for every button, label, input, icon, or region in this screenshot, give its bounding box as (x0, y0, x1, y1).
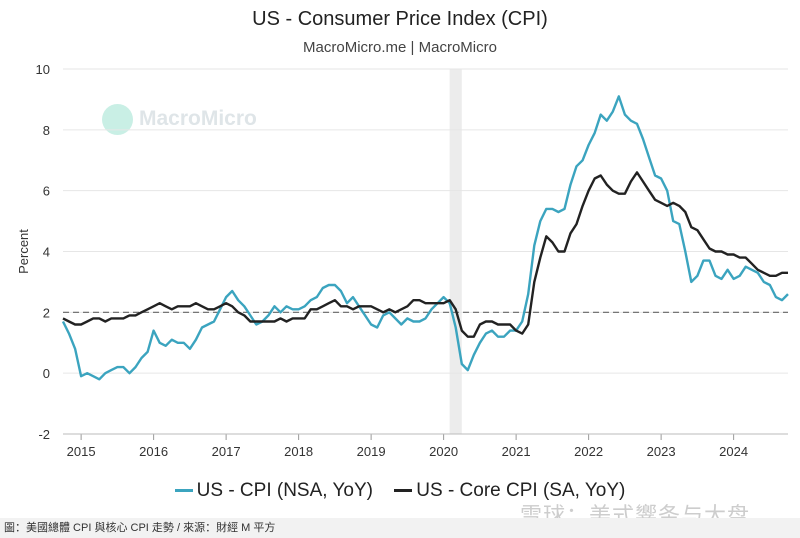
y-tick-label: 10 (36, 62, 50, 77)
y-tick-label: 6 (43, 184, 50, 199)
chart-title: US - Consumer Price Index (CPI) (252, 8, 548, 30)
x-tick-label: 2017 (212, 444, 241, 459)
x-tick-label: 2019 (357, 444, 386, 459)
core-cpi-series-line (62, 171, 788, 338)
x-tick-label: 2015 (67, 444, 96, 459)
y-tick-label: -2 (38, 427, 50, 442)
x-tick-label: 2018 (284, 444, 313, 459)
legend: US - CPI (NSA, YoY) US - Core CPI (SA, Y… (0, 480, 800, 502)
x-tick-label: 2016 (139, 444, 168, 459)
x-tick-label: 2020 (429, 444, 458, 459)
y-tick-label: 2 (43, 305, 50, 320)
x-tick-label: 2023 (647, 444, 676, 459)
cpi-series-line (61, 95, 789, 381)
watermark-text: MacroMicro (139, 107, 257, 131)
y-axis-label: Percent (16, 229, 31, 274)
y-tick-label: 0 (43, 366, 50, 381)
legend-item-cpi[interactable]: US - CPI (NSA, YoY) (174, 480, 373, 501)
x-tick-label: 2024 (719, 444, 748, 459)
y-tick-label: 4 (43, 245, 50, 260)
legend-label-cpi: US - CPI (NSA, YoY) (196, 480, 373, 501)
legend-label-core: US - Core CPI (SA, YoY) (416, 480, 626, 501)
legend-swatch-cpi (174, 489, 193, 493)
legend-swatch-core (394, 489, 413, 493)
chart-subtitle: MacroMicro.me | MacroMicro (303, 39, 497, 56)
x-tick-label: 2021 (502, 444, 531, 459)
x-tick-label: 2022 (574, 444, 603, 459)
legend-item-core-cpi[interactable]: US - Core CPI (SA, YoY) (394, 480, 625, 501)
y-tick-label: 8 (43, 123, 50, 138)
caption: 圖：美國總體 CPI 與核心 CPI 走勢 / 來源：財經 M 平方 (0, 518, 800, 538)
